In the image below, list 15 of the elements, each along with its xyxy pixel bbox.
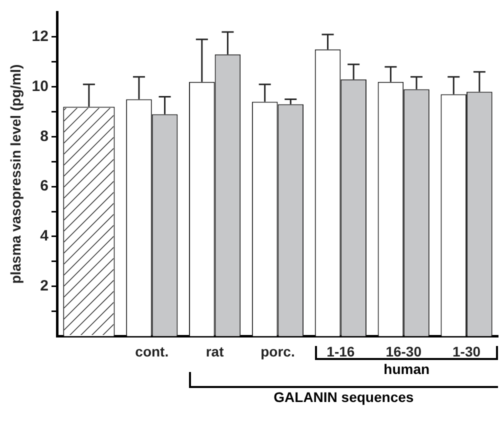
y-tick-label: 8 [40,128,48,145]
text: GALANIN sequences [272,389,415,406]
x-tick-label: 1-30 [452,343,481,360]
y-tick-label: 6 [40,178,48,195]
y-tick-label: 4 [40,228,50,245]
y-tick-label: 12 [32,28,48,46]
x-tick-label: porc. [260,343,295,360]
x-tick-label: cont. [135,343,169,360]
x-tick-label: rat [206,343,224,360]
x-tick-label: 16-30 [386,343,422,360]
y-tick-label: 10 [32,78,48,95]
text: human [382,361,431,378]
y-tick-label: 2 [40,277,48,294]
x-tick-label: 1-16 [326,343,355,360]
y-axis-title: plasma vasopressin level (pg/ml) [7,64,24,284]
